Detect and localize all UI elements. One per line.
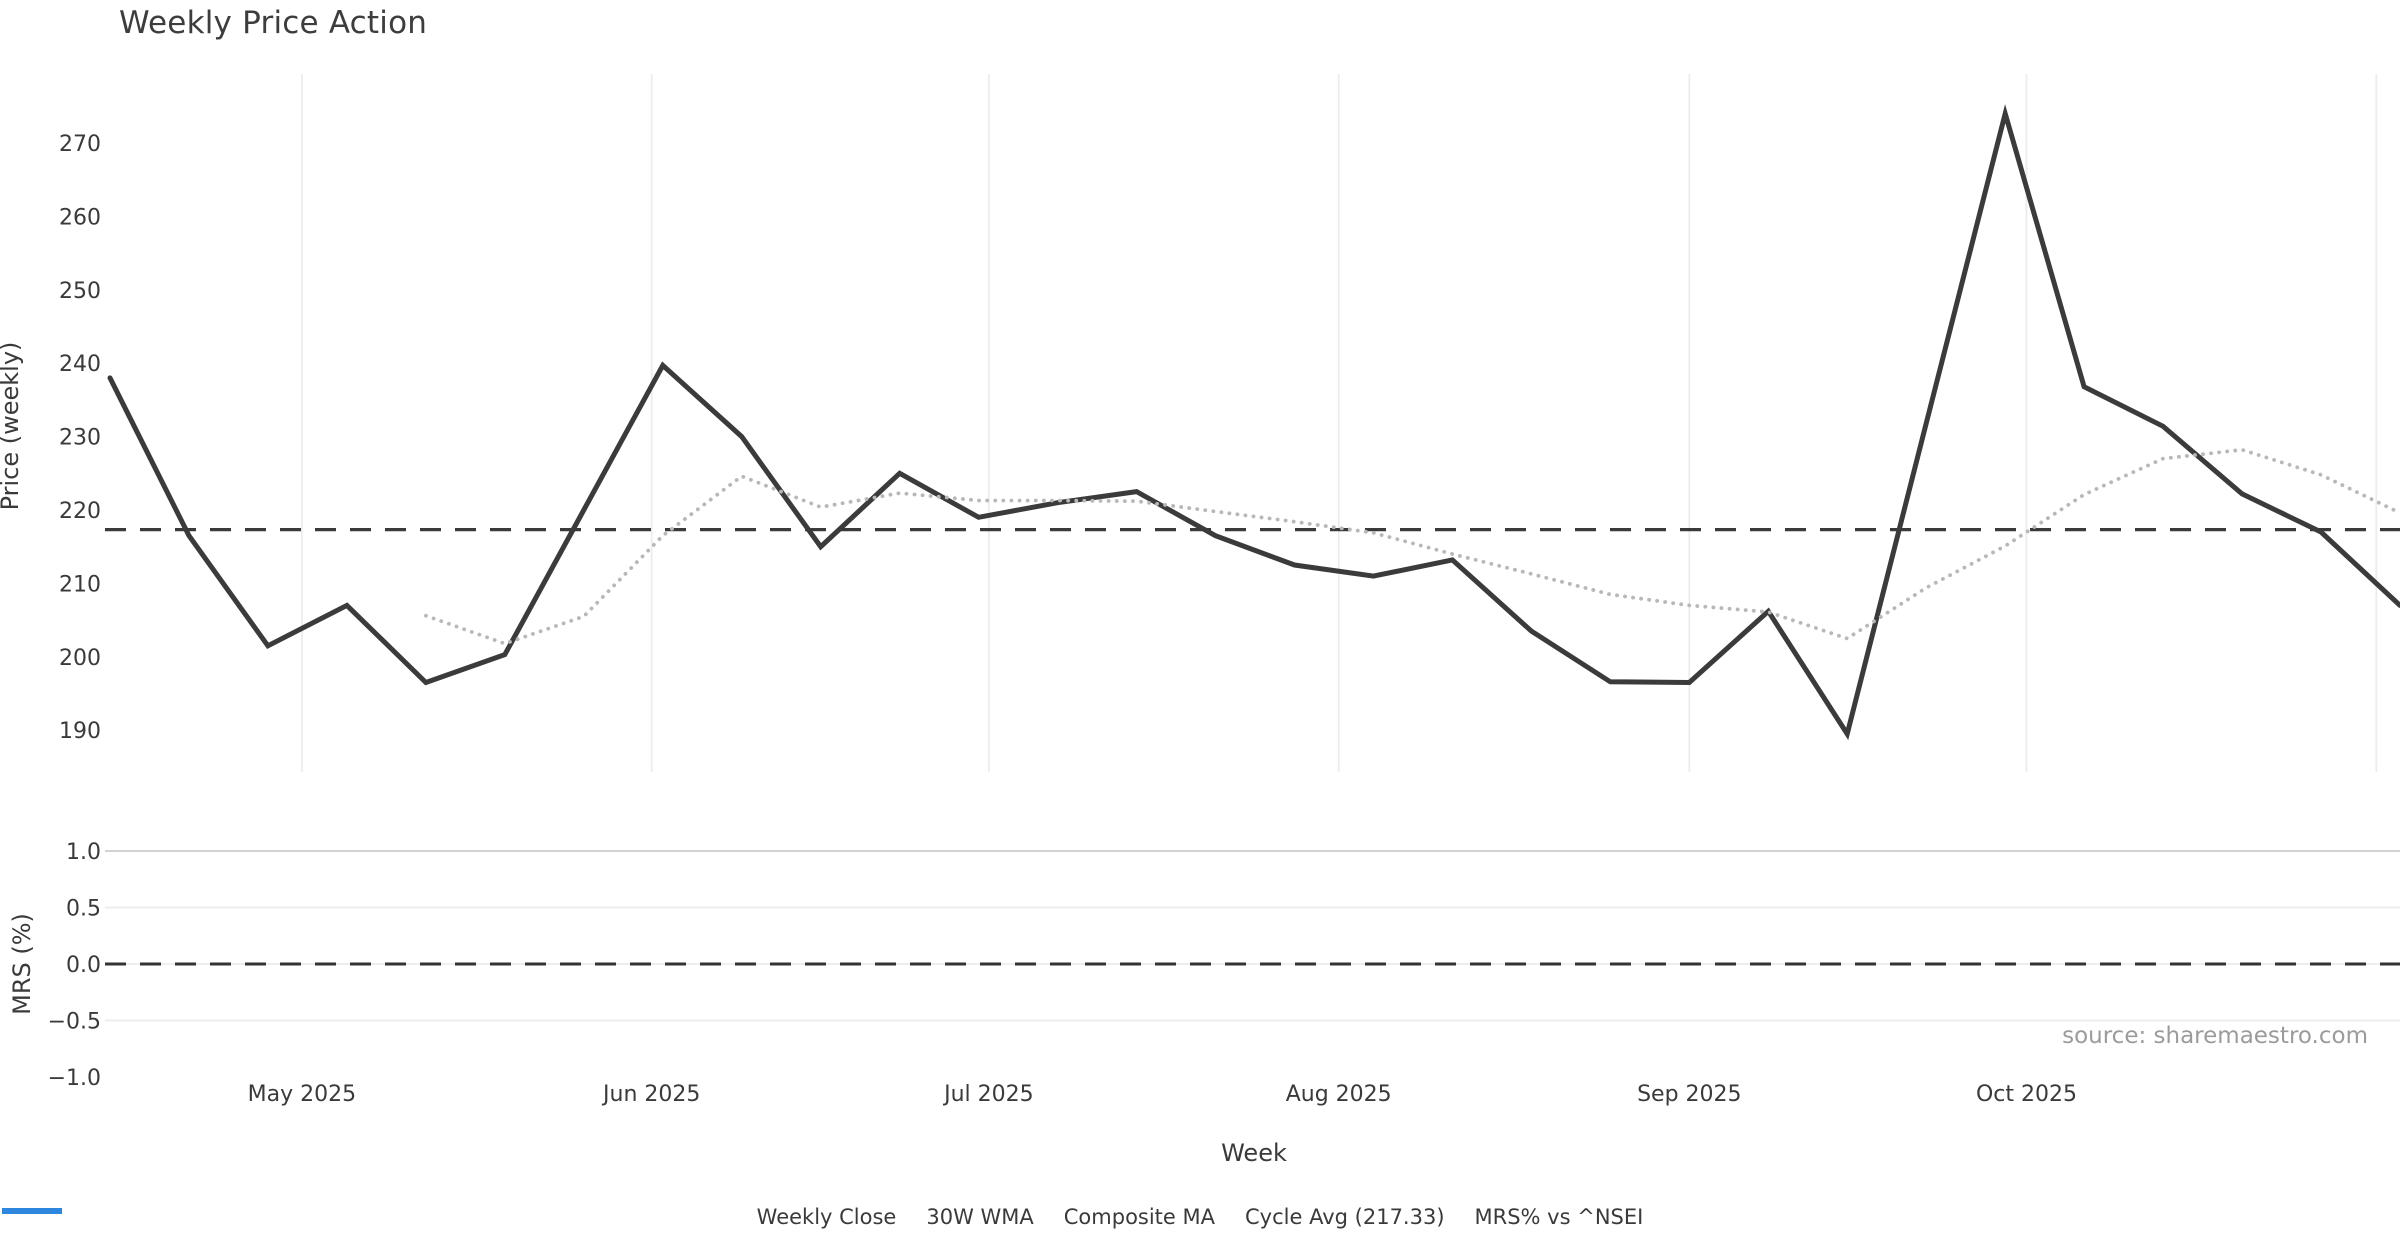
mrs-tick-label: 0.0 (66, 953, 101, 978)
price-tick-label: 240 (59, 352, 101, 377)
legend-item-composite-ma: Composite MA (1, 1205, 1216, 1229)
legend-label: Composite MA (1063, 1205, 1216, 1229)
x-axis-label: Week (1221, 1139, 1287, 1167)
price-axis-label: Price (weekly) (0, 342, 24, 511)
price-tick-label: 200 (59, 646, 101, 671)
price-tick-label: 260 (59, 205, 101, 230)
price-tick-label: 250 (59, 279, 101, 304)
month-tick-label: Sep 2025 (1637, 1082, 1741, 1107)
page-title: Weekly Price Action (119, 5, 428, 41)
legend-item-mrs-nsei: MRS% vs ^NSEI (2, 1205, 1644, 1229)
price-tick-label: 270 (59, 132, 101, 157)
composite-ma-line (423, 447, 2400, 646)
legend-label: 30W WMA (926, 1205, 1034, 1229)
month-tick-label: May 2025 (248, 1082, 356, 1107)
legend-label: Cycle Avg (217.33) (1245, 1205, 1445, 1229)
chart-generated-layer: May 2025 Jun 2025 Jul 2025 Aug 2025 Sep 2025… (48, 74, 2400, 1107)
legend-label: MRS% vs ^NSEI (1474, 1205, 1644, 1229)
month-tick-label: Jun 2025 (601, 1082, 700, 1107)
chart-legend: Weekly Close 30W WMA Composite MA Cycle … (0, 1205, 2400, 1229)
price-tick-label: 210 (59, 572, 101, 597)
month-tick-label: Oct 2025 (1976, 1082, 2077, 1107)
legend-item-weekly-close: Weekly Close (2, 1205, 897, 1229)
mrs-tick-label: 0.5 (66, 897, 101, 922)
mrs-tick-label: 1.0 (66, 840, 101, 865)
weekly-close-line (107, 104, 2400, 741)
price-tick-label: 230 (59, 426, 101, 451)
legend-label: Weekly Close (756, 1205, 897, 1229)
legend-item-30w-wma: 30W WMA (2, 1205, 1034, 1229)
mrs-line-icon (2, 1208, 62, 1214)
month-tick-label: Aug 2025 (1286, 1082, 1392, 1107)
source-note: source: sharemaestro.com (2062, 1023, 2368, 1049)
month-tick-label: Jul 2025 (942, 1082, 1034, 1107)
mrs-tick-label: −1.0 (48, 1066, 101, 1091)
price-tick-label: 190 (59, 719, 101, 744)
mrs-tick-label: −0.5 (48, 1010, 101, 1035)
mrs-axis-label: MRS (%) (8, 913, 36, 1015)
legend-item-cycle-avg: Cycle Avg (217.33) (2, 1205, 1445, 1229)
price-tick-label: 220 (59, 499, 101, 524)
